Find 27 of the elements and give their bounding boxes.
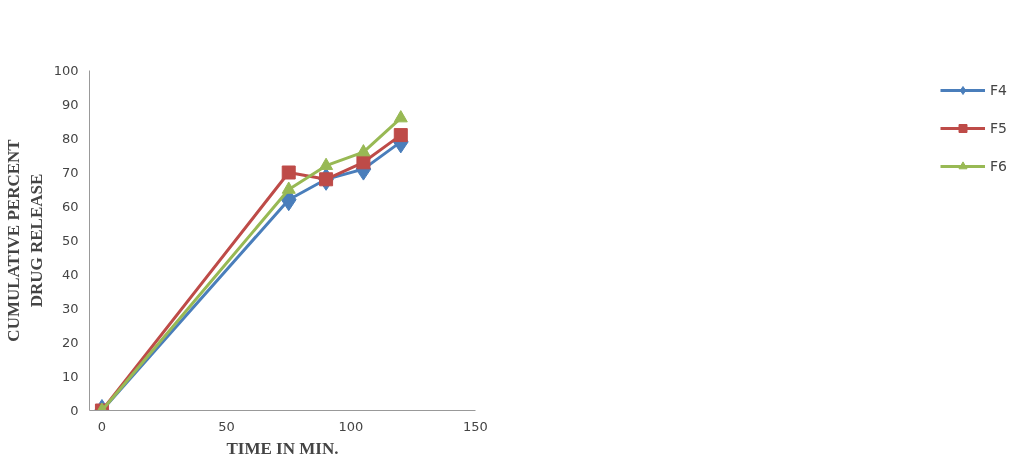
y-axis-title: CUMULATIVE PERCENT DRUG RELEASE	[3, 138, 46, 342]
y-tick-label: 10	[61, 369, 79, 384]
legend-label: F5	[990, 120, 1008, 136]
y-tick-label: 0	[70, 403, 79, 418]
x-tick-label: 100	[338, 418, 364, 434]
y-tick-label: 90	[61, 97, 79, 112]
point	[281, 165, 296, 180]
point	[356, 155, 371, 170]
x-tick-label: 50	[218, 418, 235, 434]
y-tick-label: 80	[61, 131, 79, 146]
x-axis-title: TIME IN MIN.	[226, 438, 339, 458]
point	[393, 110, 408, 123]
point	[393, 128, 408, 143]
y-tick-label: 30	[61, 301, 79, 316]
legend-label: F4	[990, 82, 1008, 98]
y-tick-label: 50	[61, 233, 79, 248]
point	[281, 181, 296, 194]
point	[319, 157, 334, 170]
point	[356, 144, 371, 157]
y-tick-label: 100	[53, 63, 79, 78]
y-tick-label: 20	[61, 335, 79, 350]
x-tick-label: 0	[97, 418, 107, 434]
y-tick-label: 60	[61, 199, 79, 214]
y-tick-label: 70	[61, 165, 79, 180]
legend-label: F6	[990, 158, 1008, 174]
x-tick-label: 150	[463, 418, 488, 434]
y-tick-label: 40	[61, 267, 79, 282]
